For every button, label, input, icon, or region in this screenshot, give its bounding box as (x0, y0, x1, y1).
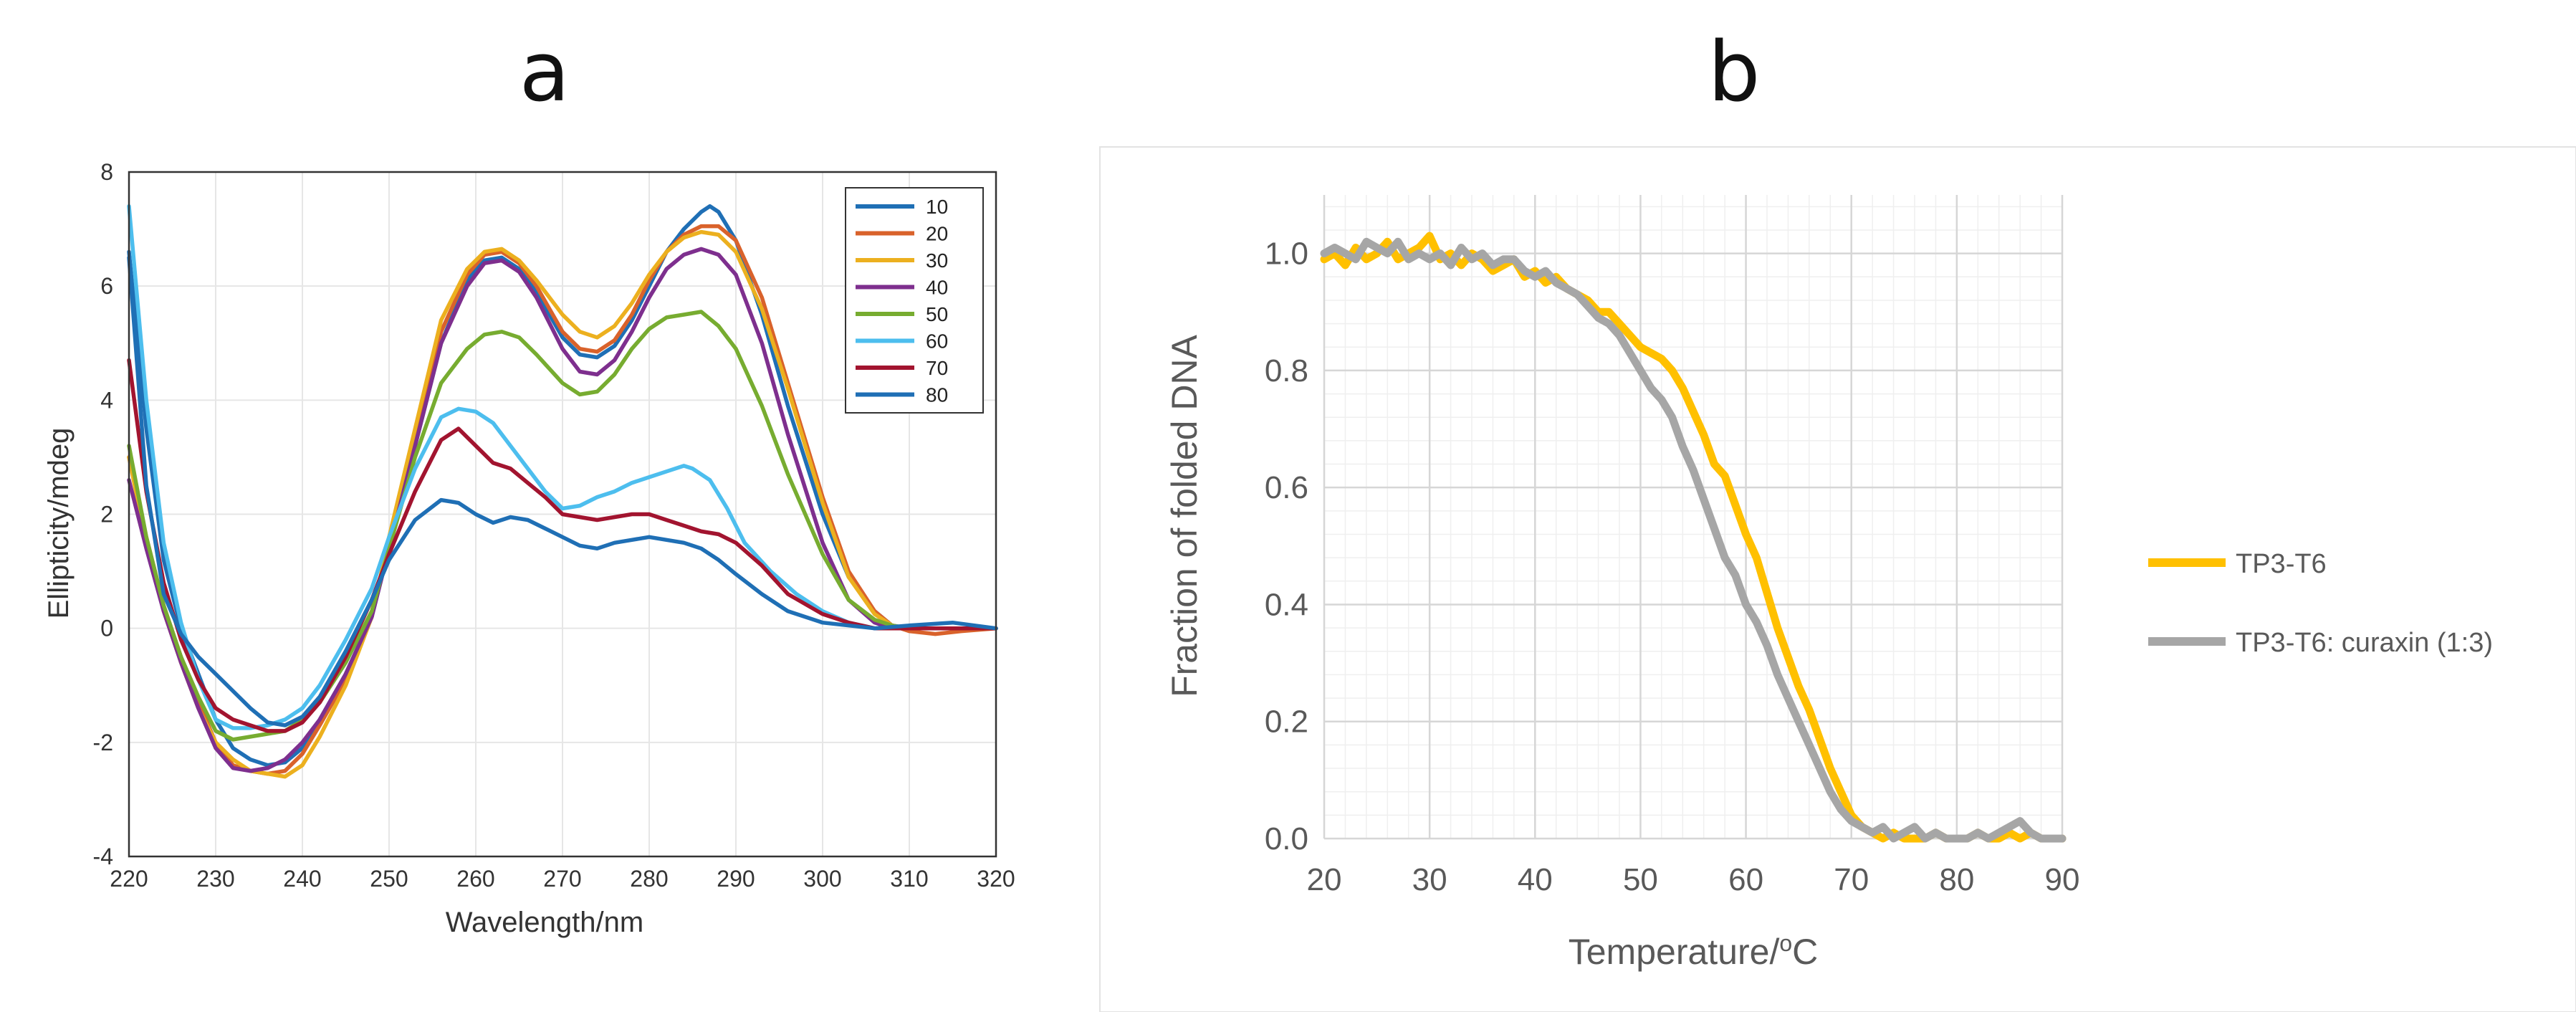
chart-b-ytick: 0.8 (1265, 353, 1308, 388)
chart-a-xtick: 290 (717, 866, 755, 892)
chart-a-series-line (127, 204, 998, 768)
chart-a-series-line (127, 247, 998, 773)
chart-b-ytick: 0.6 (1265, 470, 1308, 505)
chart-b-xlabel-sup: o (1779, 930, 1792, 956)
chart-b-legend-label: TP3-T6 (2236, 549, 2327, 579)
chart-a-xtick: 230 (196, 866, 234, 892)
chart-b-xtick: 80 (1939, 862, 1974, 897)
chart-b-xtick: 50 (1623, 862, 1658, 897)
chart-a-legend-box (845, 187, 984, 414)
chart-b-ylabel: Fraction of folded DNA (1164, 334, 1205, 697)
chart-a-xtick: 310 (890, 866, 928, 892)
chart-a-ytick: 8 (100, 159, 113, 185)
chart-a-xtick: 300 (803, 866, 841, 892)
chart-b-xtick: 90 (2045, 862, 2080, 897)
chart-b-xlabel-text: Temperature/ (1569, 932, 1780, 972)
chart-a-series-line (127, 358, 998, 733)
chart-a-legend-label: 20 (926, 223, 948, 245)
chart-a-legend-label: 40 (926, 277, 948, 299)
chart-b-series-line (1320, 237, 2067, 843)
chart-b-xtick: 20 (1307, 862, 1342, 897)
chart-a-axes-box (128, 171, 997, 858)
chart-a-xtick: 270 (543, 866, 581, 892)
chart-a-ytick: 2 (100, 502, 113, 528)
chart-a-series-line (127, 204, 998, 730)
panel-a-letter: a (519, 24, 570, 120)
chart-a-ytick: 4 (100, 387, 113, 413)
chart-b-xtick: 60 (1728, 862, 1763, 897)
chart-a-legend-label: 60 (926, 330, 948, 353)
chart-a-series-line (127, 310, 998, 742)
chart-a-ytick: 0 (100, 616, 113, 641)
chart-a-xtick: 250 (370, 866, 408, 892)
chart-b-xlabel-unit: C (1792, 932, 1818, 972)
chart-b-xtick: 40 (1518, 862, 1553, 897)
chart-a-xtick: 220 (110, 866, 148, 892)
chart-b-ytick: 0.4 (1265, 587, 1308, 622)
chart-a-xtick: 260 (456, 866, 494, 892)
chart-b: Temperature/oC Fraction of folded DNA 20… (1164, 195, 2493, 972)
chart-b-legend-label: TP3-T6: curaxin (1:3) (2236, 628, 2493, 658)
chart-b-xtick: 30 (1412, 862, 1447, 897)
chart-b-xtick: 70 (1834, 862, 1869, 897)
chart-b-ytick: 1.0 (1265, 237, 1308, 272)
chart-b-ytick: 0.2 (1265, 705, 1308, 740)
chart-a-legend-label: 50 (926, 303, 948, 325)
panel-b-letter: b (1708, 24, 1761, 120)
chart-a-xlabel: Wavelength/nm (446, 907, 643, 938)
chart-a-legend-label: 10 (926, 196, 948, 218)
chart-b-xlabel: Temperature/oC (1569, 930, 1819, 972)
chart-a-ytick: -2 (93, 730, 113, 755)
chart-a-legend-label: 80 (926, 384, 948, 406)
chart-a-xtick: 240 (283, 866, 321, 892)
chart-a-xtick: 280 (630, 866, 668, 892)
chart-b-frame (1099, 146, 2576, 1012)
chart-a-ylabel: Ellipticity/mdeg (43, 428, 75, 619)
chart-a-ytick: -4 (93, 844, 113, 869)
chart-a-ytick: 6 (100, 273, 113, 299)
chart-a: Wavelength/nm Ellipticity/mdeg 220 230 240… (43, 159, 1015, 938)
chart-a-xtick: 320 (977, 866, 1015, 892)
chart-b-ytick: 0.0 (1265, 821, 1308, 856)
chart-a-legend-label: 30 (926, 249, 948, 272)
chart-a-legend-label: 70 (926, 357, 948, 379)
chart-a-series-line (127, 255, 998, 727)
